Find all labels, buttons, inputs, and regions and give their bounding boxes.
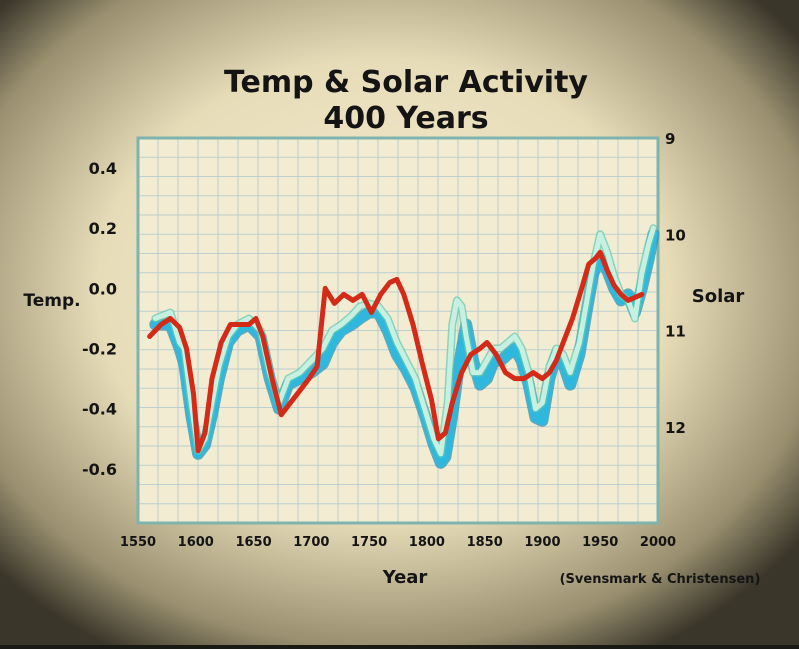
left-tick-label: 0.2 — [89, 219, 117, 238]
title-group: Temp & Solar Activity 400 Years — [224, 65, 588, 136]
chart-subtitle: 400 Years — [323, 101, 488, 136]
right-tick-label: 10 — [665, 226, 686, 244]
x-axis-ticks: 1550 1600 1650 1700 1750 1800 1850 1900 1950 2000 — [120, 535, 676, 550]
x-tick-label: 1800 — [409, 535, 445, 550]
right-axis-ticks: 9 10 11 12 — [665, 130, 686, 437]
plot-border — [136, 136, 660, 525]
x-tick-label: 1550 — [120, 535, 156, 550]
series-line-2 — [147, 249, 645, 454]
x-tick-label: 1750 — [351, 535, 387, 550]
left-axis-label: Temp. — [23, 291, 80, 311]
x-tick-label: 1850 — [467, 535, 503, 550]
left-tick-label: 0.0 — [89, 279, 117, 298]
right-tick-label: 11 — [665, 323, 686, 341]
left-tick-label: -0.6 — [82, 460, 117, 479]
left-axis-ticks: 0.4 0.2 0.0 -0.2 -0.4 -0.6 — [82, 159, 117, 479]
x-tick-label: 1700 — [293, 535, 329, 550]
right-axis-label: Solar — [692, 286, 745, 307]
series-layer — [147, 224, 660, 469]
x-tick-label: 1600 — [178, 535, 214, 550]
x-tick-label: 1950 — [582, 535, 618, 550]
left-tick-label: 0.4 — [89, 159, 117, 178]
x-tick-label: 1900 — [524, 535, 560, 550]
right-tick-label: 9 — [665, 130, 675, 148]
x-tick-label: 2000 — [640, 535, 676, 550]
x-tick-label: 1650 — [235, 535, 271, 550]
left-tick-label: -0.4 — [82, 400, 117, 419]
chart-title: Temp & Solar Activity — [224, 65, 588, 100]
left-tick-label: -0.2 — [82, 340, 117, 359]
x-axis-label: Year — [382, 567, 428, 588]
source-credit: (Svensmark & Christensen) — [560, 572, 761, 587]
right-tick-label: 12 — [665, 419, 686, 437]
